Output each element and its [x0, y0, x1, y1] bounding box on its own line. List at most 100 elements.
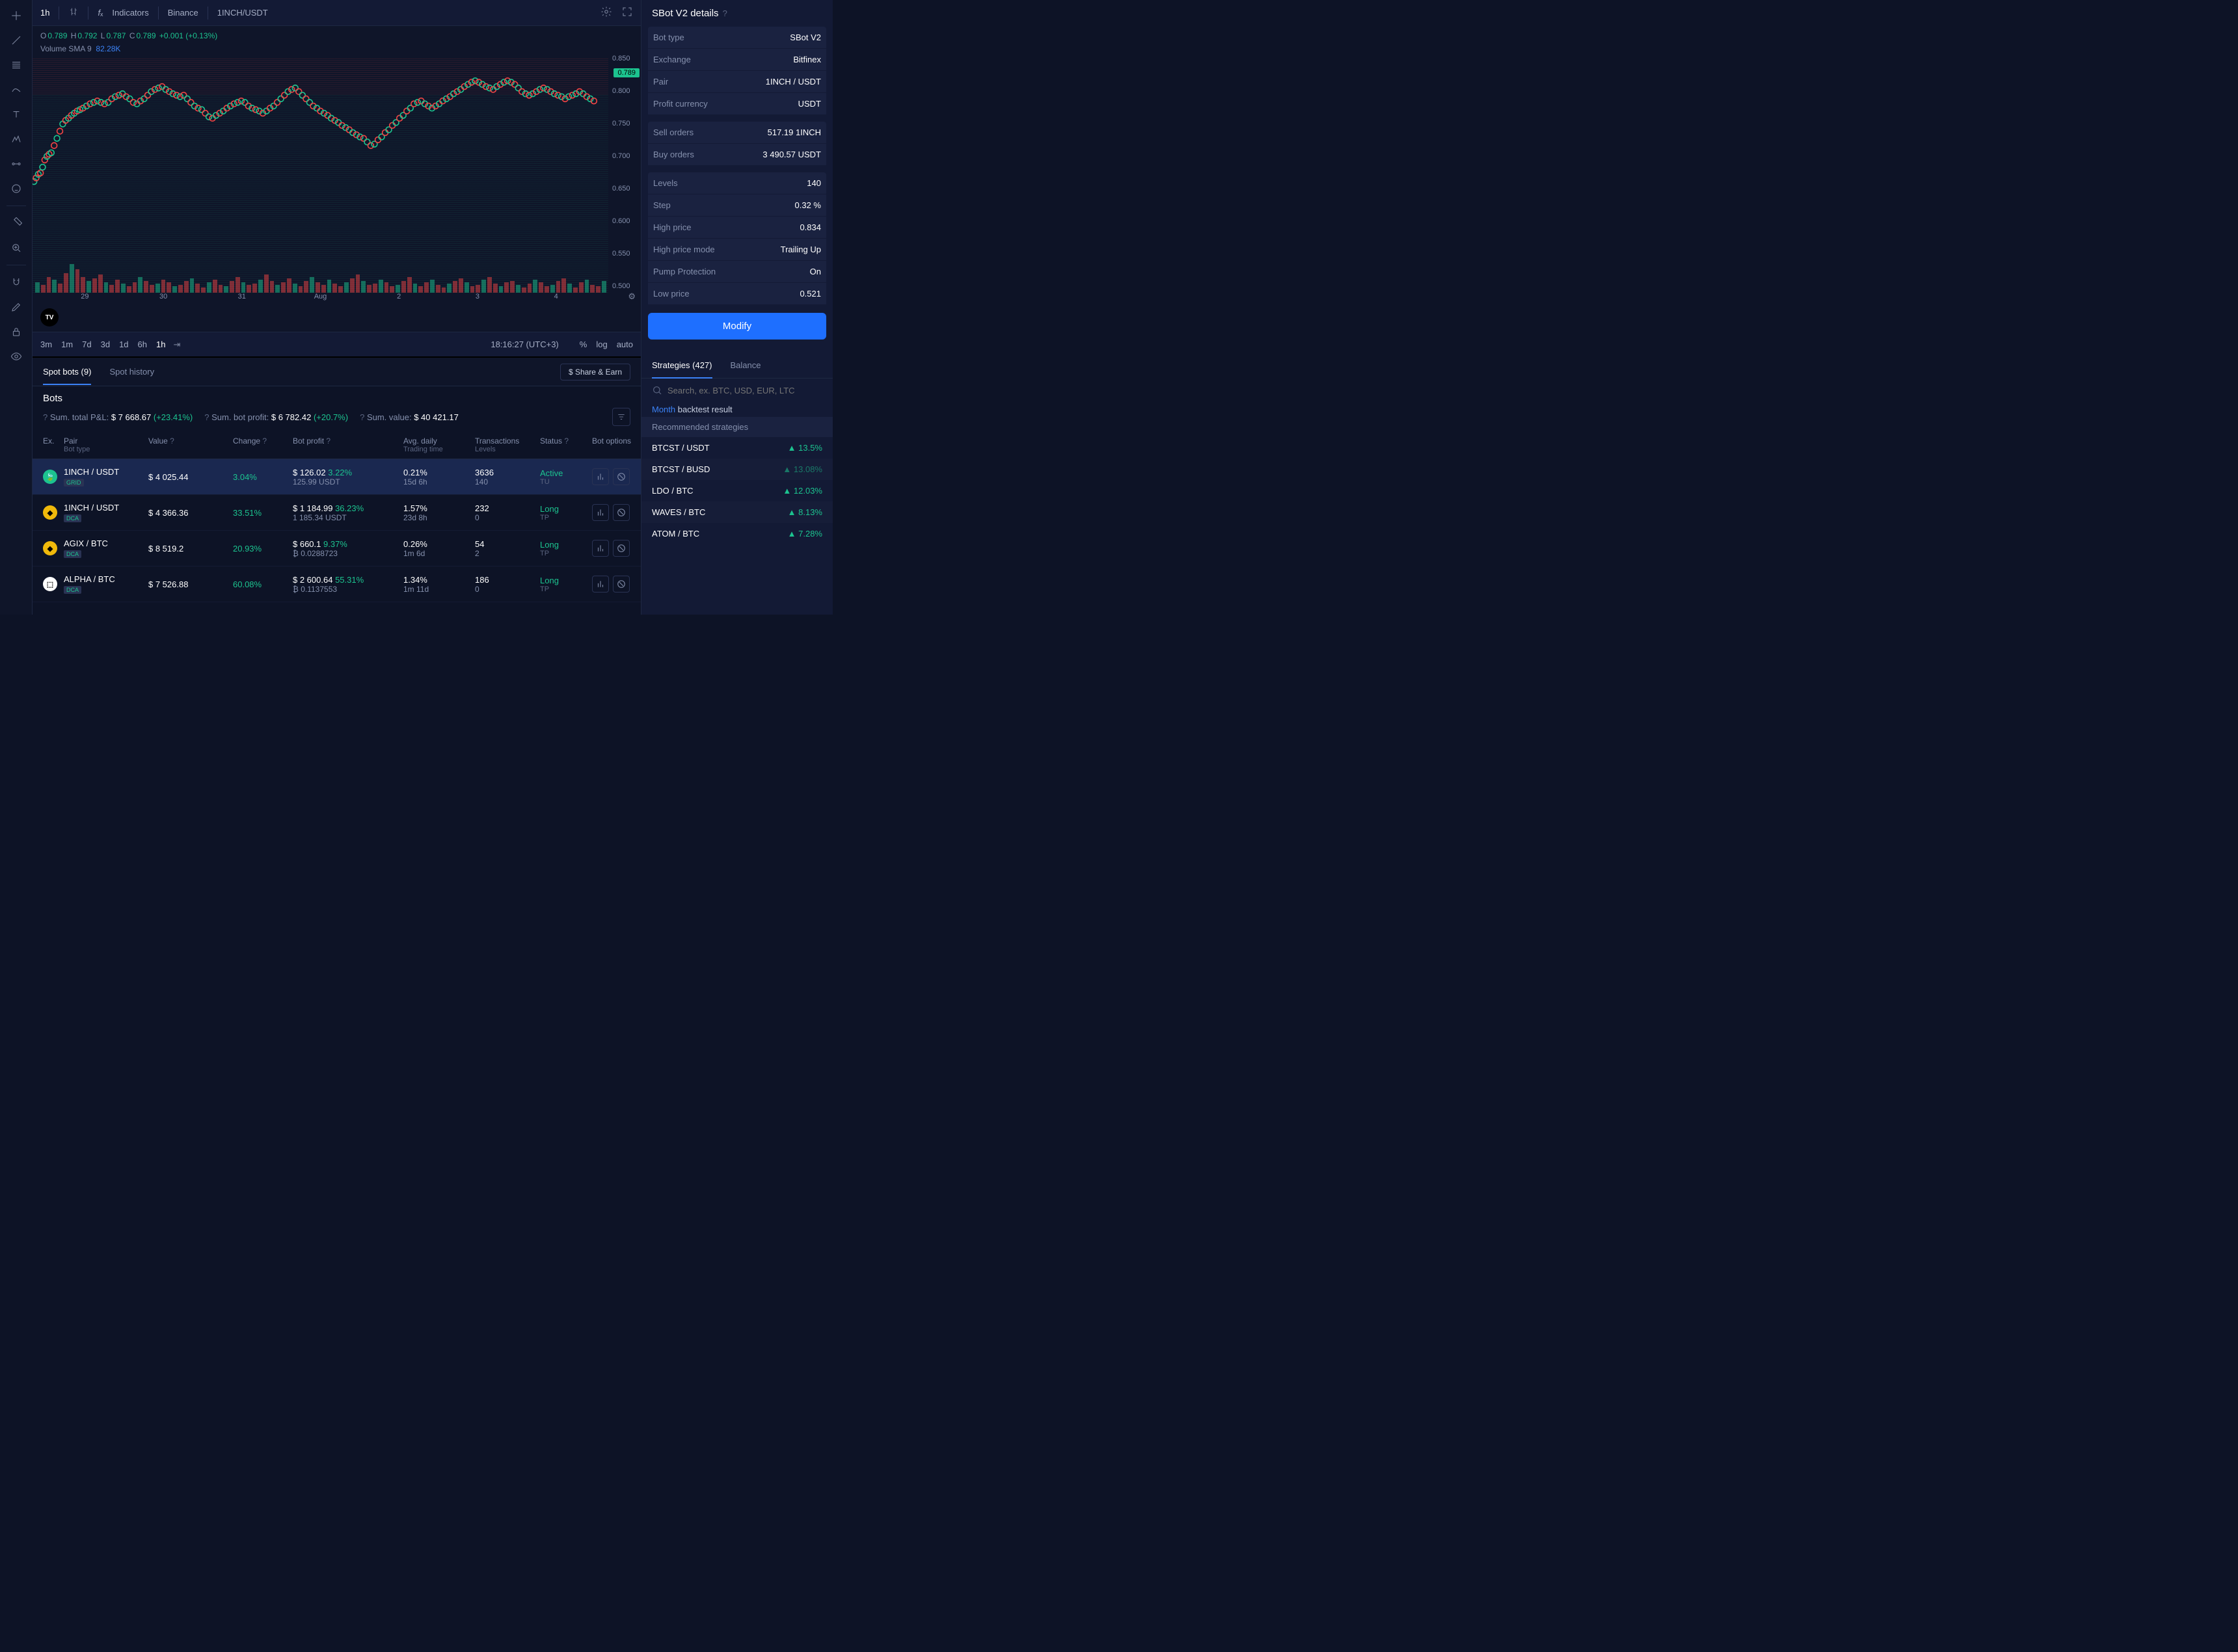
brush-icon[interactable]	[6, 79, 27, 100]
chart-footer: 3m 1m 7d 3d 1d 6h 1h ⇥ 18:16:27 (UTC+3) %logau…	[33, 332, 641, 356]
scale-options: %logauto	[580, 340, 633, 349]
chart-body[interactable]: O0.789 H0.792 L0.787 C0.789 +0.001 (+0.1…	[33, 26, 641, 332]
details-title: SBot V2 details ?	[641, 0, 833, 27]
strategy-row[interactable]: BTCST / USDT▲ 13.5%	[641, 437, 833, 459]
share-earn-button[interactable]: $ Share & Earn	[560, 364, 630, 380]
strategy-row[interactable]: BTCST / BUSD▲ 13.08%	[641, 459, 833, 480]
volume-bars	[33, 260, 608, 293]
strategies-tabs: Strategies (427) Balance	[641, 353, 833, 379]
detail-row: Bot typeSBot V2	[648, 27, 826, 48]
zoom-icon[interactable]	[6, 237, 27, 258]
exchange-icon: ⬚	[43, 577, 57, 591]
chart-toolbar: 1h fₓ Indicators Binance 1INCH/USDT	[33, 0, 641, 26]
bots-table: Ex. PairBot type Value ? Change ? Bot pr…	[33, 431, 641, 615]
magnet-icon[interactable]	[6, 272, 27, 293]
search-icon	[652, 385, 662, 395]
detail-row: High price0.834	[648, 217, 826, 238]
stop-icon[interactable]	[613, 540, 630, 557]
price-axis: 0.8500.8000.7500.7000.6500.6000.5500.500	[608, 52, 641, 293]
chart-icon[interactable]	[592, 468, 609, 485]
stop-icon[interactable]	[613, 576, 630, 593]
tab-spot-history[interactable]: Spot history	[109, 359, 154, 384]
modify-button[interactable]: Modify	[648, 313, 826, 340]
ohlc-readout: O0.789 H0.792 L0.787 C0.789 +0.001 (+0.1…	[40, 31, 219, 40]
detail-row: ExchangeBitfinex	[648, 49, 826, 70]
stop-icon[interactable]	[613, 504, 630, 521]
detail-row: Levels140	[648, 172, 826, 194]
ruler-icon[interactable]	[6, 213, 27, 233]
strategy-row[interactable]: WAVES / BTC▲ 8.13%	[641, 501, 833, 523]
tab-strategies[interactable]: Strategies (427)	[652, 353, 712, 378]
indicators-button[interactable]: Indicators	[112, 8, 148, 18]
edit-icon[interactable]	[6, 297, 27, 317]
table-row[interactable]: 🍃 1INCH / USDTGRID $ 4 025.44 3.04% $ 12…	[33, 459, 641, 495]
tf-1d[interactable]: 1d	[119, 340, 128, 349]
lock-icon[interactable]	[6, 321, 27, 342]
trendline-icon[interactable]	[6, 30, 27, 51]
eye-icon[interactable]	[6, 346, 27, 367]
pattern-icon[interactable]	[6, 129, 27, 150]
strategy-search	[641, 379, 833, 402]
table-row[interactable]: ⬚ ALPHA / BTCDCA $ 7 526.88 60.08% $ 2 6…	[33, 566, 641, 602]
detail-row: High price modeTrailing Up	[648, 239, 826, 260]
bots-tabs: Spot bots (9) Spot history $ Share & Ear…	[33, 358, 641, 386]
bots-header: Bots ? Sum. total P&L: $ 7 668.67 (+23.4…	[33, 386, 641, 431]
pair-label[interactable]: 1INCH/USDT	[217, 8, 268, 18]
exchange-icon: 🍃	[43, 470, 57, 484]
fx-icon[interactable]: fₓ	[98, 8, 103, 18]
exchange-icon: ◆	[43, 505, 57, 520]
candle-type-icon[interactable]	[68, 7, 79, 19]
tf-3d[interactable]: 3d	[101, 340, 110, 349]
goto-date-icon[interactable]: ⇥	[173, 340, 180, 350]
tf-1h[interactable]: 1h	[156, 340, 165, 349]
recommended-header: Recommended strategies	[641, 417, 833, 437]
filter-icon[interactable]	[612, 408, 630, 426]
exchange-label[interactable]: Binance	[168, 8, 198, 18]
strategy-row[interactable]: ATOM / BTC▲ 7.28%	[641, 523, 833, 544]
timeframe-list: 3m 1m 7d 3d 1d 6h 1h	[40, 340, 165, 349]
detail-row: Step0.32 %	[648, 194, 826, 216]
help-icon[interactable]: ?	[723, 8, 727, 18]
chart-canvas	[33, 52, 608, 293]
forecast-icon[interactable]	[6, 153, 27, 174]
table-row[interactable]: ◆ 1INCH / USDTDCA $ 4 366.36 33.51% $ 1 …	[33, 495, 641, 531]
fullscreen-icon[interactable]	[621, 6, 633, 20]
bots-title: Bots	[43, 393, 630, 404]
utc-time: 18:16:27 (UTC+3)	[491, 340, 558, 349]
detail-row: Pair1INCH / USDT	[648, 71, 826, 92]
detail-row: Low price0.521	[648, 283, 826, 304]
tradingview-logo-icon: TV	[40, 308, 59, 326]
fib-icon[interactable]	[6, 55, 27, 75]
left-tool-rail	[0, 0, 33, 615]
detail-row: Pump ProtectionOn	[648, 261, 826, 282]
exchange-icon: ◆	[43, 541, 57, 555]
detail-row: Sell orders517.19 1INCH	[648, 122, 826, 143]
table-row[interactable]: ◆ AGIX / BTCDCA $ 8 519.2 20.93% $ 660.1…	[33, 531, 641, 566]
chart-icon[interactable]	[592, 504, 609, 521]
tf-3m[interactable]: 3m	[40, 340, 52, 349]
price-current-marker: 0.789	[613, 68, 640, 77]
tf-6h[interactable]: 6h	[138, 340, 147, 349]
settings-icon[interactable]	[600, 6, 612, 20]
chart-settings-icon[interactable]: ⚙	[628, 291, 636, 302]
strategy-row[interactable]: LDO / BTC▲ 12.03%	[641, 480, 833, 501]
tf-1m[interactable]: 1m	[61, 340, 73, 349]
detail-row: Buy orders3 490.57 USDT	[648, 144, 826, 165]
crosshair-icon[interactable]	[6, 5, 27, 26]
text-icon[interactable]	[6, 104, 27, 125]
stop-icon[interactable]	[613, 468, 630, 485]
chart-icon[interactable]	[592, 540, 609, 557]
table-header: Ex. PairBot type Value ? Change ? Bot pr…	[33, 431, 641, 459]
tab-balance[interactable]: Balance	[731, 353, 761, 378]
tf-7d[interactable]: 7d	[82, 340, 91, 349]
search-input[interactable]	[667, 386, 822, 395]
tab-spot-bots[interactable]: Spot bots (9)	[43, 359, 91, 384]
bots-summary: ? Sum. total P&L: $ 7 668.67 (+23.41%) ?…	[43, 408, 630, 426]
emoji-icon[interactable]	[6, 178, 27, 199]
chart-icon[interactable]	[592, 576, 609, 593]
details-panel: SBot V2 details ? Bot typeSBot V2Exchang…	[641, 0, 833, 615]
detail-row: Profit currencyUSDT	[648, 93, 826, 114]
chart-area: 1h fₓ Indicators Binance 1INCH/USDT O0.7…	[33, 0, 641, 358]
bots-area: Spot bots (9) Spot history $ Share & Ear…	[33, 358, 641, 615]
timeframe-selector[interactable]: 1h	[40, 8, 49, 18]
